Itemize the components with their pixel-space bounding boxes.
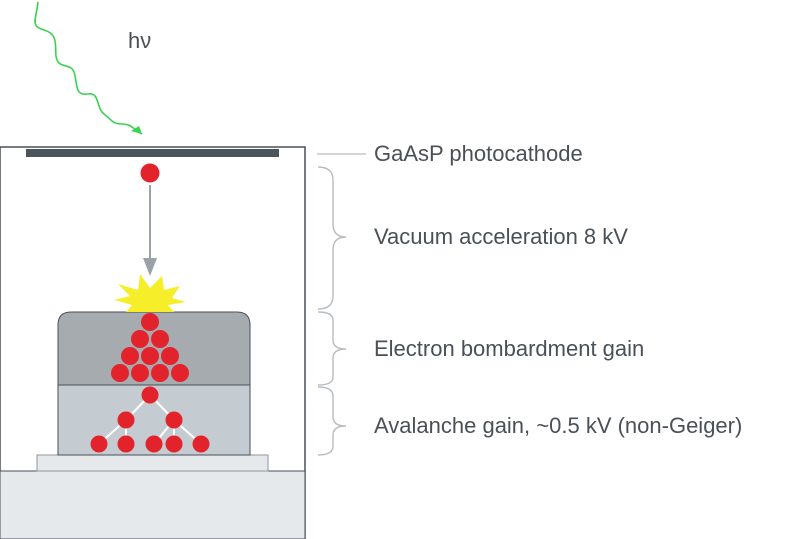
electron [165,411,183,429]
photon-label: hν [128,28,152,53]
avalanche-electrons [90,386,210,453]
electron [141,313,159,331]
avalanche-brace [317,386,347,456]
primary-electron [140,163,160,183]
electron [117,411,135,429]
electron [151,330,169,348]
bombardment-electrons [111,313,189,382]
electron [141,347,159,365]
electron [192,435,210,453]
base-block [0,470,306,539]
electron [161,347,179,365]
bombardment-gain-label: Electron bombardment gain [374,336,645,361]
electron [111,364,129,382]
electron [171,364,189,382]
sensor-mount-plate [36,454,269,472]
vacuum-brace [317,166,347,310]
electron [117,435,135,453]
photocathode [26,149,279,157]
electron [131,330,149,348]
electron [131,364,149,382]
region-braces [317,166,347,456]
electron [151,364,169,382]
electron [121,347,139,365]
photocathode-label: GaAsP photocathode [374,141,583,166]
photon-wave [34,1,143,135]
electron [141,386,159,404]
impact-flash [114,274,186,312]
electron [165,435,183,453]
avalanche-gain-label: Avalanche gain, ~0.5 kV (non-Geiger) [374,413,743,438]
vacuum-acceleration-label: Vacuum acceleration 8 kV [374,224,628,249]
bombardment-brace [317,311,347,386]
photon-arrowhead [131,126,142,134]
electron [145,435,163,453]
electron [90,435,108,453]
electron-path-arrowhead [143,258,157,276]
